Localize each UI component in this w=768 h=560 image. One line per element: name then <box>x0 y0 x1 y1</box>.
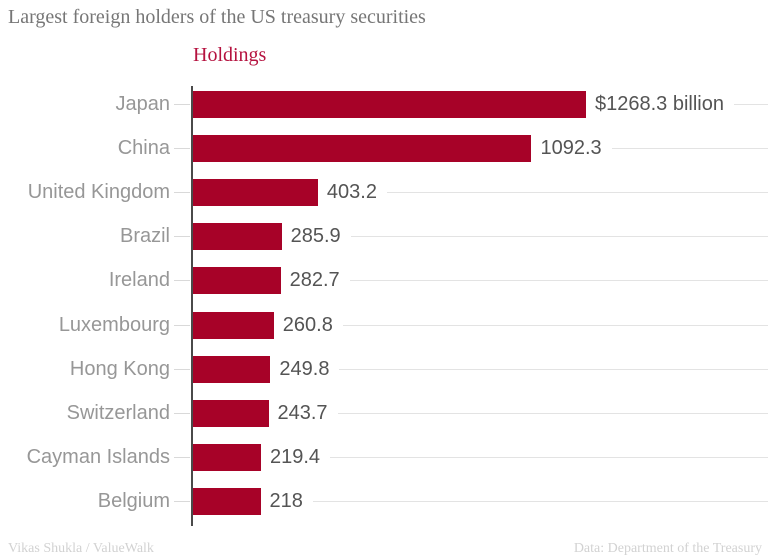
value-label: 403.2 <box>326 180 377 203</box>
credit-source: Data: Department of the Treasury <box>573 541 762 556</box>
axis-tick-line <box>174 457 190 459</box>
axis-tick-line <box>174 412 190 414</box>
category-label: Cayman Islands <box>26 446 170 469</box>
leader-line <box>312 501 768 503</box>
leader-line <box>386 191 768 193</box>
value-label: 219.4 <box>269 446 321 469</box>
y-axis-line <box>191 86 193 526</box>
bar <box>193 223 282 251</box>
value-label: $1268.3 billion <box>595 92 724 115</box>
category-label: Belgium <box>97 490 170 513</box>
category-label: Switzerland <box>66 401 170 424</box>
bar-row: Hong Kong 249.8 <box>0 347 768 391</box>
column-header-holdings: Holdings <box>193 44 267 66</box>
axis-tick-line <box>174 501 190 503</box>
axis-tick-line <box>174 147 190 149</box>
category-label: Hong Kong <box>69 357 170 380</box>
axis-tick-line <box>174 191 190 193</box>
value-label: 1092.3 <box>540 136 602 159</box>
axis-tick-line <box>174 280 190 282</box>
bar-row: United Kingdom 403.2 <box>0 170 768 214</box>
bar <box>193 399 269 427</box>
bar <box>193 311 274 339</box>
bar <box>193 355 271 383</box>
leader-line <box>734 103 768 105</box>
value-label: 285.9 <box>290 225 341 248</box>
bar <box>193 267 281 295</box>
category-label: Brazil <box>119 225 170 248</box>
category-label: Ireland <box>108 269 170 292</box>
bar-row: Belgium 218 <box>0 480 768 524</box>
value-label: 282.7 <box>289 269 340 292</box>
bar-row: Switzerland 243.7 <box>0 391 768 435</box>
bar-row: Luxembourg 260.8 <box>0 303 768 347</box>
bar-row: Brazil 285.9 <box>0 215 768 259</box>
leader-line <box>350 236 768 238</box>
leader-line <box>337 412 768 414</box>
bar-rows: Japan $1268.3 billion China 1092.3 United Ki… <box>0 82 768 524</box>
leader-line <box>339 368 768 370</box>
bar-row: Japan $1268.3 billion <box>0 82 768 126</box>
category-label: United Kingdom <box>27 180 170 203</box>
bar <box>193 444 261 472</box>
category-label: Luxembourg <box>58 313 170 336</box>
axis-tick-line <box>174 103 190 105</box>
axis-tick-line <box>174 324 190 326</box>
leader-line <box>342 324 768 326</box>
axis-tick-line <box>174 368 190 370</box>
value-label: 218 <box>269 490 303 513</box>
category-label: Japan <box>115 92 171 115</box>
value-label: 243.7 <box>277 401 328 424</box>
value-label: 249.8 <box>279 357 330 380</box>
leader-line <box>330 457 768 459</box>
bar <box>193 178 318 206</box>
value-label: 260.8 <box>282 313 333 336</box>
bar <box>193 90 586 118</box>
bar-row: China 1092.3 <box>0 126 768 170</box>
bar <box>193 134 532 162</box>
bar-row: Cayman Islands 219.4 <box>0 436 768 480</box>
chart-title: Largest foreign holders of the US treasu… <box>8 6 426 28</box>
plot-area: Japan $1268.3 billion China 1092.3 United Ki… <box>0 82 768 526</box>
bar-row: Ireland 282.7 <box>0 259 768 303</box>
category-label: China <box>117 136 170 159</box>
leader-line <box>349 280 768 282</box>
bar <box>193 488 261 516</box>
axis-tick-line <box>174 236 190 238</box>
leader-line <box>611 147 768 149</box>
credit-author: Vikas Shukla / ValueWalk <box>8 541 154 556</box>
